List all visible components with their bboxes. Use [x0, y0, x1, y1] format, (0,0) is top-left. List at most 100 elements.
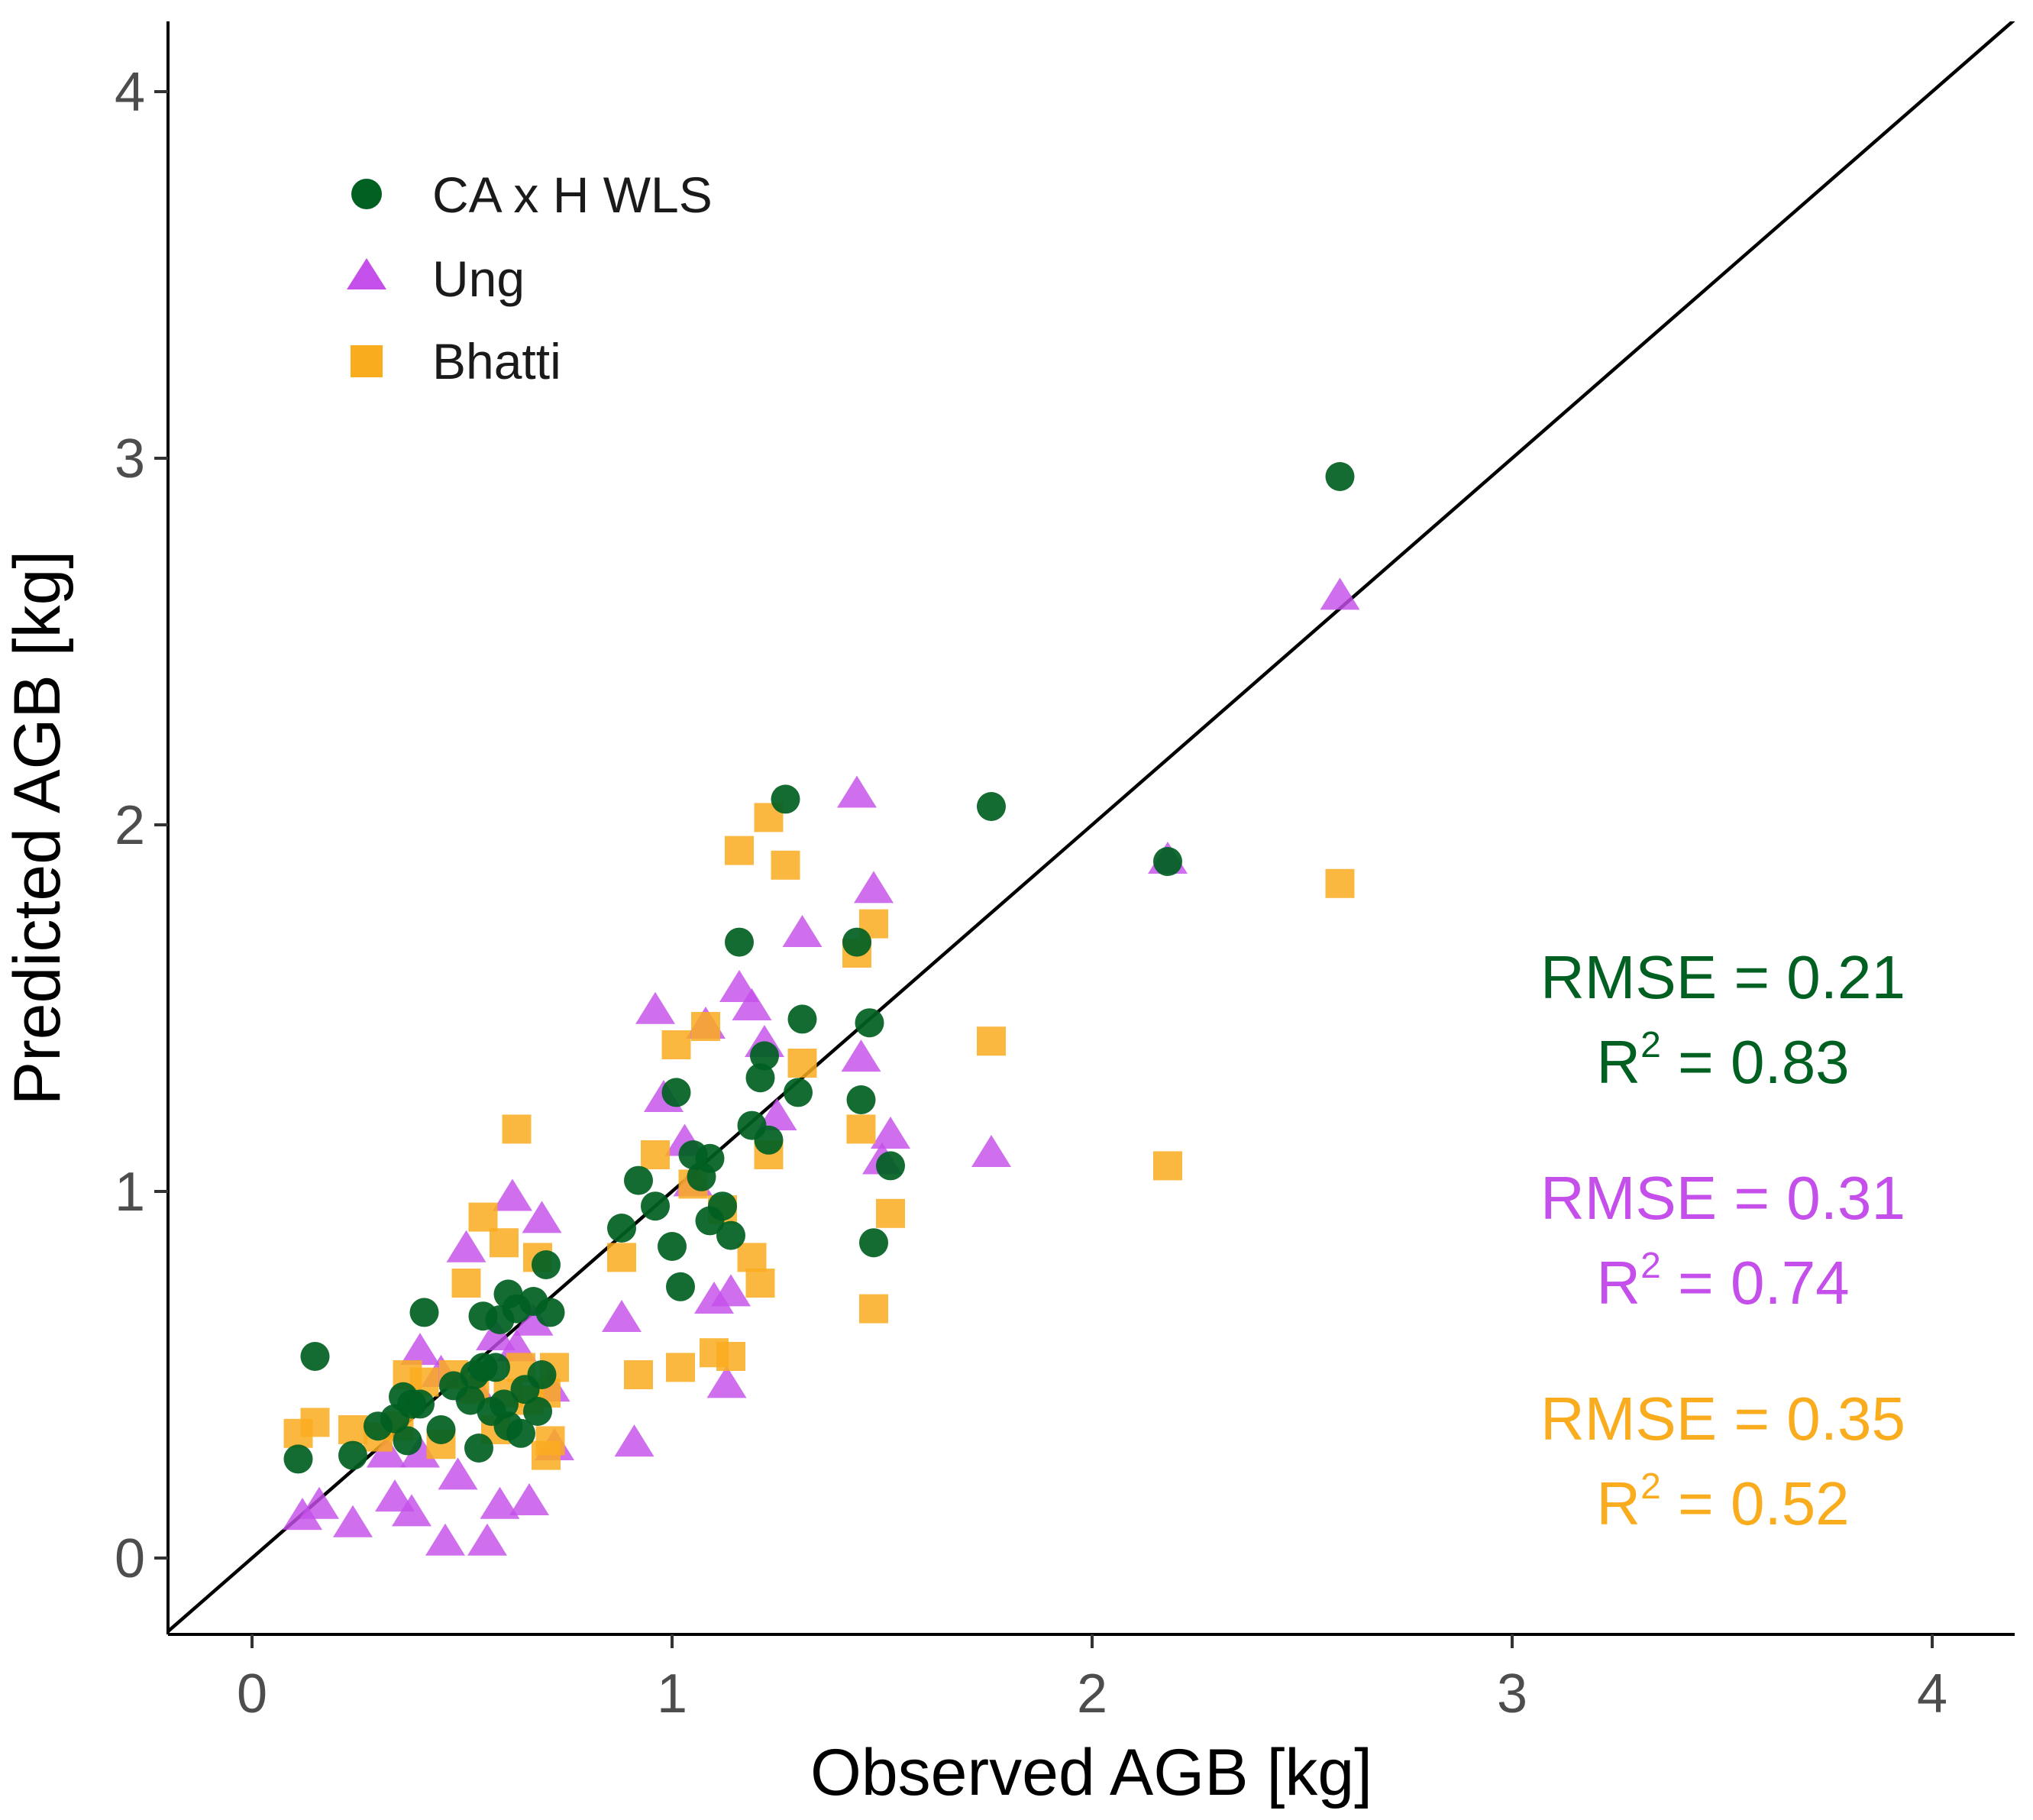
- data-point: [400, 1333, 440, 1366]
- data-point: [695, 1143, 725, 1173]
- data-point: [666, 1272, 695, 1301]
- x-tick-label: 2: [1077, 1663, 1107, 1725]
- y-axis-title: Predicted AGB [kg]: [1, 551, 74, 1106]
- data-point: [876, 1198, 905, 1228]
- x-tick-label: 1: [657, 1663, 687, 1725]
- data-point: [468, 1202, 498, 1232]
- data-point: [426, 1415, 456, 1444]
- data-point: [451, 1269, 481, 1298]
- data-point: [624, 1165, 653, 1195]
- data-point: [1153, 1151, 1182, 1181]
- legend-triangle-icon: [347, 258, 386, 289]
- data-point: [283, 1444, 313, 1474]
- x-tick-label: 3: [1497, 1663, 1527, 1725]
- x-axis-title: Observed AGB [kg]: [810, 1736, 1372, 1809]
- data-point: [535, 1426, 565, 1456]
- data-point: [784, 1078, 813, 1107]
- data-point: [771, 850, 800, 880]
- y-tick-label: 3: [115, 428, 145, 490]
- data-point: [854, 871, 894, 904]
- data-point: [406, 1389, 435, 1419]
- legend-label-bhatti: Bhatti: [432, 333, 561, 390]
- data-point: [859, 1294, 888, 1324]
- data-point: [787, 1049, 817, 1078]
- r-squared-label: R2 = 0.52: [1596, 1466, 1849, 1537]
- legend: CA x H WLS Ung Bhatti: [347, 166, 713, 390]
- data-point: [716, 1220, 745, 1250]
- data-point: [527, 1360, 557, 1389]
- data-point: [425, 1523, 465, 1556]
- data-point: [658, 1232, 687, 1261]
- data-point: [1325, 462, 1355, 491]
- data-point: [846, 1085, 876, 1114]
- y-tick-label: 1: [115, 1162, 145, 1223]
- data-point: [338, 1440, 367, 1470]
- data-point: [641, 1140, 670, 1169]
- stats-bhatti: RMSE = 0.35 R2 = 0.52: [1540, 1385, 1905, 1537]
- rmse-label: RMSE = 0.35: [1540, 1385, 1905, 1453]
- legend-label-ca-x-h-wls: CA x H WLS: [432, 166, 713, 223]
- data-point: [706, 1366, 747, 1398]
- legend-item-bhatti: Bhatti: [351, 333, 561, 390]
- data-point: [333, 1505, 373, 1537]
- data-point: [602, 1299, 642, 1332]
- data-point: [754, 1125, 784, 1155]
- legend-circle-icon: [351, 179, 382, 209]
- data-point: [716, 1342, 745, 1371]
- data-point: [725, 836, 754, 865]
- stats-annotations: RMSE = 0.21 R2 = 0.83 RMSE = 0.31 R2 = 0…: [1540, 943, 1905, 1537]
- data-point: [300, 1342, 330, 1371]
- data-point: [732, 988, 772, 1020]
- data-point: [837, 775, 877, 808]
- data-point: [859, 1228, 888, 1258]
- data-point: [771, 784, 800, 814]
- x-tick-label: 4: [1917, 1663, 1947, 1725]
- data-point: [467, 1523, 507, 1556]
- data-point: [476, 1317, 516, 1350]
- data-point: [490, 1389, 519, 1419]
- data-point: [532, 1250, 561, 1279]
- legend-label-ung: Ung: [432, 251, 525, 307]
- data-point: [750, 1041, 779, 1071]
- data-point: [614, 1424, 655, 1457]
- data-point: [409, 1298, 439, 1327]
- data-point: [725, 927, 754, 957]
- data-point: [745, 1269, 775, 1298]
- data-point: [446, 1230, 486, 1262]
- data-point: [977, 792, 1006, 821]
- data-point: [393, 1426, 422, 1456]
- data-point: [338, 1415, 367, 1444]
- data-point: [855, 1008, 884, 1038]
- stats-ung: RMSE = 0.31 R2 = 0.74: [1540, 1164, 1905, 1317]
- data-point: [464, 1434, 493, 1463]
- data-point: [480, 1486, 520, 1519]
- rmse-label: RMSE = 0.21: [1540, 943, 1905, 1011]
- data-point: [841, 1039, 881, 1072]
- series-ca-x-h-wls: [283, 462, 1355, 1474]
- data-point: [438, 1457, 478, 1490]
- legend-item-ung: Ung: [347, 251, 525, 307]
- data-point: [506, 1418, 535, 1448]
- x-tick-label: 0: [237, 1663, 267, 1725]
- legend-square-icon: [351, 345, 383, 377]
- stats-ca-x-h-wls: RMSE = 0.21 R2 = 0.83: [1540, 943, 1905, 1096]
- data-point: [375, 1479, 415, 1512]
- y-tick-label: 2: [115, 795, 145, 856]
- y-tick-label: 0: [115, 1528, 145, 1589]
- data-point: [283, 1498, 322, 1531]
- data-point: [757, 1097, 797, 1130]
- data-point: [522, 1201, 562, 1233]
- data-point: [846, 1114, 876, 1144]
- data-point: [1153, 847, 1182, 876]
- data-point: [691, 1012, 720, 1041]
- data-point: [299, 1486, 339, 1519]
- data-point: [977, 1026, 1006, 1056]
- data-point: [666, 1353, 695, 1382]
- data-point: [535, 1298, 565, 1327]
- rmse-label: RMSE = 0.31: [1540, 1164, 1905, 1232]
- data-point: [871, 1116, 910, 1149]
- data-point: [1320, 577, 1360, 610]
- data-point: [493, 1178, 532, 1211]
- data-point: [876, 1151, 905, 1181]
